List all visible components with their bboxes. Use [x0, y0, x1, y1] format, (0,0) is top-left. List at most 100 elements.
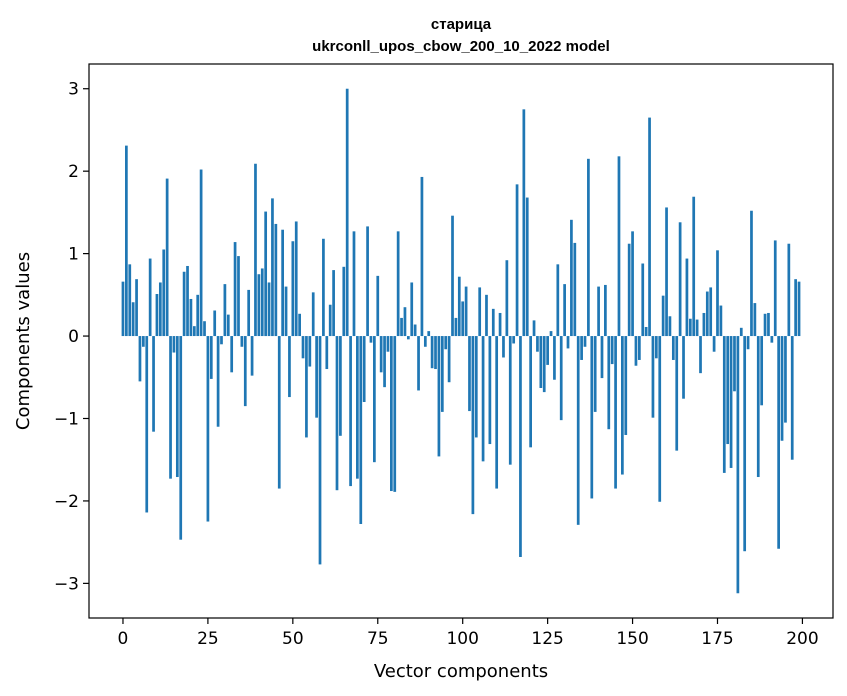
- bar: [386, 336, 390, 352]
- bar: [638, 336, 641, 360]
- bar: [423, 336, 427, 347]
- bar: [349, 336, 352, 487]
- bar: [719, 305, 723, 337]
- bar: [332, 270, 335, 337]
- bar: [699, 336, 702, 374]
- bar: [695, 319, 699, 337]
- bar: [186, 265, 189, 337]
- bar: [491, 308, 495, 337]
- bar: [274, 223, 278, 337]
- bar: [223, 284, 227, 337]
- bar: [736, 336, 740, 594]
- bar: [342, 266, 346, 337]
- bar: [356, 336, 359, 479]
- bar: [128, 264, 132, 337]
- bar: [373, 336, 376, 463]
- bar: [716, 250, 719, 337]
- bar: [797, 281, 801, 337]
- x-tick-label: 50: [282, 629, 304, 649]
- bar: [308, 336, 312, 367]
- bar: [688, 318, 692, 337]
- y-tick-label: −3: [54, 574, 79, 594]
- bar: [546, 336, 549, 365]
- bar: [125, 145, 128, 337]
- bar: [345, 88, 349, 337]
- bar: [784, 336, 787, 423]
- bar: [301, 336, 305, 359]
- bar: [580, 336, 583, 360]
- bar: [318, 336, 322, 565]
- x-tick-label: 125: [531, 629, 563, 649]
- x-tick-label: 25: [197, 629, 219, 649]
- bar: [403, 307, 407, 337]
- y-tick-label: 0: [68, 327, 79, 347]
- bar: [172, 336, 176, 353]
- bar: [508, 336, 512, 465]
- bar: [390, 336, 393, 492]
- bar: [522, 109, 526, 337]
- y-tick-label: 2: [68, 162, 79, 182]
- bar: [226, 314, 230, 337]
- bar: [192, 326, 196, 337]
- y-axis-label: Components values: [13, 252, 34, 430]
- bar: [169, 336, 172, 479]
- bar: [614, 336, 617, 489]
- bar: [311, 292, 315, 337]
- bar: [152, 336, 155, 432]
- plot-frame: [88, 63, 834, 619]
- bar: [474, 336, 478, 438]
- bar: [264, 211, 268, 337]
- x-tick-label: 0: [118, 629, 129, 649]
- bar: [519, 336, 522, 557]
- bar: [175, 336, 179, 478]
- bar: [750, 210, 753, 337]
- bar: [709, 287, 713, 337]
- bar: [590, 336, 594, 499]
- bar: [454, 317, 458, 337]
- bar: [559, 336, 563, 421]
- bar: [430, 336, 434, 369]
- bar: [444, 336, 448, 350]
- y-tick-label: 3: [68, 80, 79, 100]
- bar: [305, 336, 308, 438]
- y-axis: −3 −2 −1 0 1 2 3: [54, 80, 89, 594]
- bar: [539, 336, 543, 388]
- bar: [777, 336, 780, 549]
- bar: [692, 196, 696, 337]
- x-tick-label: 150: [616, 629, 648, 649]
- x-tick-label: 175: [701, 629, 733, 649]
- bar: [515, 184, 519, 337]
- bar: [315, 336, 318, 418]
- bar: [189, 298, 193, 337]
- x-axis: 0 25 50 75 100 125 150 175 200: [118, 618, 819, 649]
- bar: [376, 275, 380, 337]
- bar: [600, 336, 604, 379]
- bar: [556, 264, 560, 337]
- bar: [536, 336, 539, 352]
- bar: [206, 336, 210, 522]
- y-tick-label: 1: [68, 245, 79, 265]
- bar: [352, 231, 356, 337]
- bar: [138, 336, 142, 382]
- bar: [271, 198, 274, 337]
- bar: [447, 336, 451, 383]
- bar: [631, 231, 634, 337]
- bar: [328, 304, 332, 337]
- bar: [563, 284, 566, 337]
- bar: [322, 238, 325, 337]
- bar: [400, 317, 403, 337]
- bar: [478, 287, 482, 337]
- bar: [576, 336, 580, 525]
- bar: [410, 282, 414, 337]
- bar: [220, 336, 223, 345]
- bar: [498, 312, 502, 337]
- bar: [627, 243, 631, 337]
- bar: [570, 219, 573, 337]
- bar: [359, 336, 363, 525]
- bar: [267, 282, 271, 337]
- bars-group: [121, 88, 801, 594]
- chart-title: старица: [431, 16, 492, 33]
- bar: [142, 336, 145, 347]
- bar: [685, 258, 689, 337]
- bar: [621, 336, 624, 475]
